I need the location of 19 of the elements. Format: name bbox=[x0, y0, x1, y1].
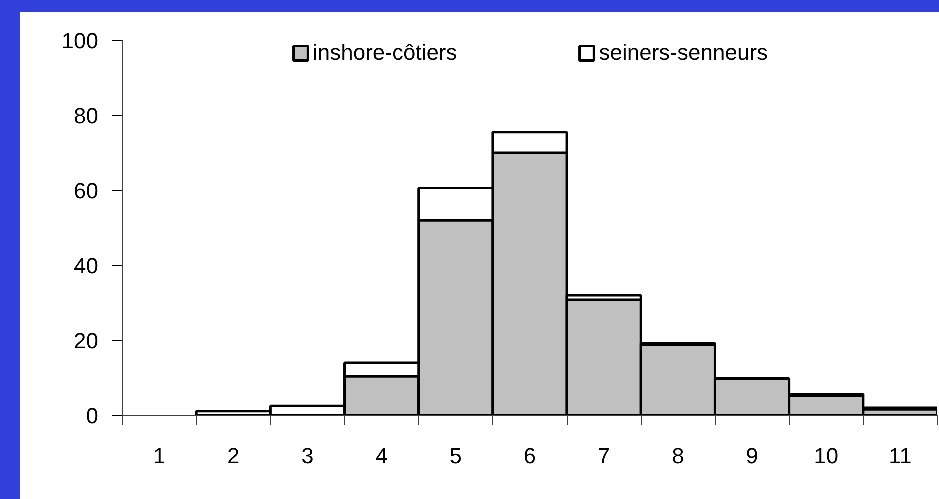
x-tick-label: 8 bbox=[672, 444, 684, 468]
x-tick-label: 2 bbox=[228, 444, 240, 468]
y-tick-label: 20 bbox=[74, 328, 99, 354]
x-tick-label: 9 bbox=[746, 444, 758, 468]
x-tick-label: 10 bbox=[814, 444, 839, 468]
y-tick-label: 80 bbox=[74, 104, 99, 128]
x-tick-label: 6 bbox=[524, 444, 536, 468]
y-tick-label: 100 bbox=[62, 28, 99, 54]
x-tick-label: 4 bbox=[376, 444, 388, 468]
x-tick-label: 5 bbox=[450, 444, 462, 468]
y-tick-label: 0 bbox=[86, 404, 99, 428]
y-tick-label: 40 bbox=[74, 254, 99, 278]
y-tick-label: 60 bbox=[74, 178, 99, 204]
legend-label: seiners-senneurs bbox=[599, 40, 768, 66]
legend-label: inshore-côtiers bbox=[312, 40, 458, 66]
x-tick-label: 11 bbox=[889, 444, 912, 468]
x-tick-label: 3 bbox=[302, 444, 314, 468]
x-tick-label: 1 bbox=[153, 444, 166, 468]
x-tick-label: 7 bbox=[598, 444, 610, 468]
